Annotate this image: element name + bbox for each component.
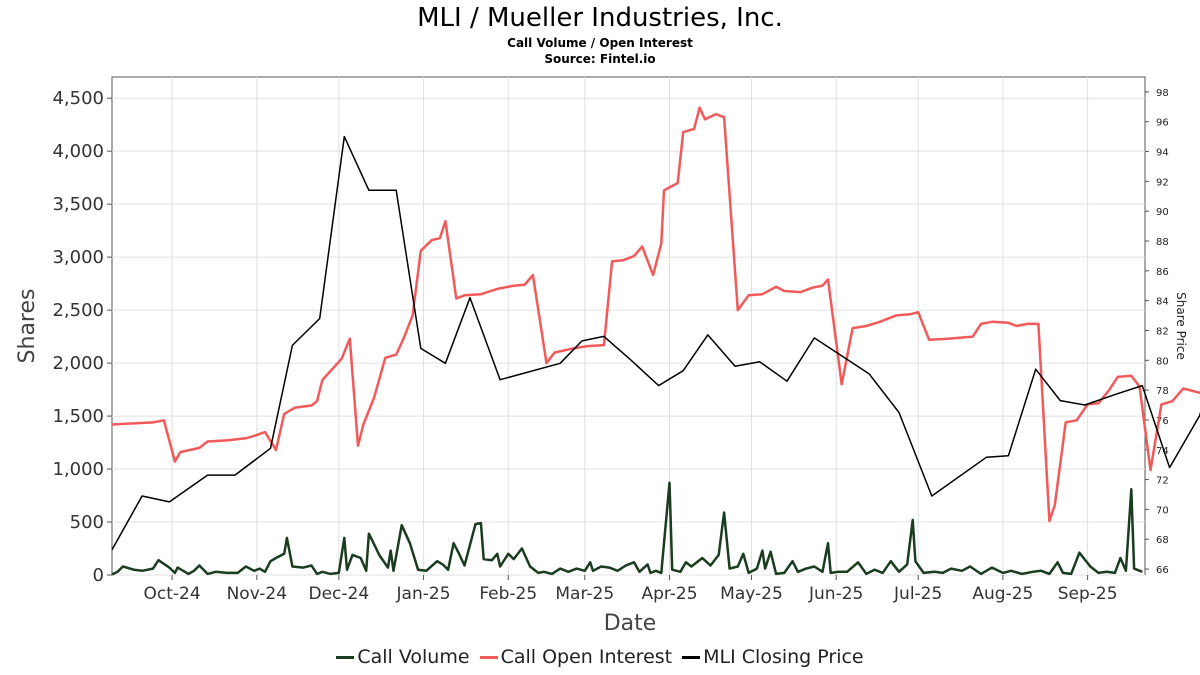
legend-item-open-interest[interactable]: Call Open Interest xyxy=(479,646,673,668)
y2-tick-label: 76 xyxy=(1156,416,1169,427)
x-tick-label: Jan-25 xyxy=(396,584,451,604)
y2-tick-label: 84 xyxy=(1156,297,1169,308)
y2-tick-label: 94 xyxy=(1156,148,1169,159)
y2-tick-label: 72 xyxy=(1156,476,1169,487)
y-tick-label: 1,500 xyxy=(52,406,104,427)
chart-title: MLI / Mueller Industries, Inc. xyxy=(417,3,783,33)
x-tick-label: Nov-24 xyxy=(227,584,288,604)
y2-tick-label: 88 xyxy=(1156,237,1169,248)
x-tick-label: Sep-25 xyxy=(1058,584,1118,604)
chart-source: Source: Fintel.io xyxy=(544,52,656,66)
y2-tick-label: 74 xyxy=(1156,446,1169,457)
x-tick-label: Apr-25 xyxy=(641,584,697,604)
y2-tick-label: 90 xyxy=(1156,207,1169,218)
y2-tick-label: 98 xyxy=(1156,88,1169,99)
y2-tick-label: 80 xyxy=(1156,356,1169,367)
y2-tick-label: 96 xyxy=(1156,118,1169,129)
y2-tick-label: 82 xyxy=(1156,326,1169,337)
x-tick-label: Jul-25 xyxy=(893,584,942,604)
legend-label: Call Volume xyxy=(357,646,470,668)
series-call-volume xyxy=(111,481,1143,576)
x-tick-label: Dec-24 xyxy=(308,584,369,604)
y-tick-label: 3,000 xyxy=(52,247,104,268)
x-axis: Oct-24 Nov-24 Dec-24 Jan-25 Feb-25 Mar-25 Apr-… xyxy=(144,575,1118,604)
legend-swatch-call-volume xyxy=(336,656,355,659)
y-tick-label: 2,000 xyxy=(52,353,104,374)
series-call-open-interest xyxy=(111,106,1200,523)
x-tick-label: May-25 xyxy=(720,584,783,604)
y2-tick-label: 92 xyxy=(1156,177,1169,188)
legend-swatch-open-interest xyxy=(479,656,498,659)
x-tick-label: Mar-25 xyxy=(555,584,614,604)
y-tick-label: 500 xyxy=(70,512,104,533)
x-tick-label: Aug-25 xyxy=(972,584,1033,604)
legend-label: MLI Closing Price xyxy=(703,646,864,668)
plot-area xyxy=(111,76,1146,576)
y-tick-label: 0 xyxy=(93,565,104,586)
y2-tick-label: 70 xyxy=(1156,505,1169,516)
y2-axis-label: Share Price xyxy=(1174,292,1188,360)
chart-subtitle: Call Volume / Open Interest xyxy=(507,36,693,50)
y-tick-label: 1,000 xyxy=(52,459,104,480)
legend-item-call-volume[interactable]: Call Volume xyxy=(336,646,470,668)
x-axis-label: Date xyxy=(604,611,657,636)
y-tick-label: 4,500 xyxy=(52,88,104,109)
y-axis-label: Shares xyxy=(15,289,40,364)
series-mli-closing-price xyxy=(111,135,1200,551)
y2-tick-label: 78 xyxy=(1156,386,1169,397)
legend-swatch-closing-price xyxy=(682,656,701,659)
x-tick-label: Jun-25 xyxy=(808,584,863,604)
y-axis-right: 66 68 70 72 74 76 78 80 82 84 86 88 90 92 94 96 98 xyxy=(1145,88,1169,576)
y-tick-label: 3,500 xyxy=(52,194,104,215)
y2-tick-label: 86 xyxy=(1156,267,1169,278)
x-tick-label: Feb-25 xyxy=(479,584,537,604)
x-tick-label: Oct-24 xyxy=(144,584,201,604)
y2-tick-label: 66 xyxy=(1156,565,1169,576)
legend-label: Call Open Interest xyxy=(500,646,673,668)
y-axis-left: 0 500 1,000 1,500 2,000 2,500 3,000 3,500 4,000 4… xyxy=(52,88,112,586)
legend-item-closing-price[interactable]: MLI Closing Price xyxy=(682,646,864,668)
y2-tick-label: 68 xyxy=(1156,535,1169,546)
legend: Call Volume Call Open Interest MLI Closi… xyxy=(0,646,1200,668)
y-tick-label: 4,000 xyxy=(52,141,104,162)
series-layer xyxy=(111,106,1200,576)
y-tick-label: 2,500 xyxy=(52,300,104,321)
